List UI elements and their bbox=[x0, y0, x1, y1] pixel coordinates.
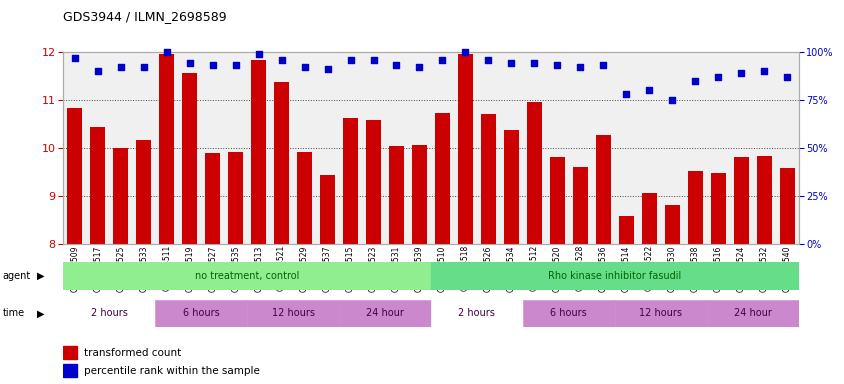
Bar bbox=[430, 262, 798, 290]
Text: 6 hours: 6 hours bbox=[549, 308, 587, 318]
Bar bbox=[68, 109, 82, 244]
Point bbox=[641, 87, 655, 93]
Point bbox=[527, 60, 540, 66]
Point bbox=[596, 62, 609, 68]
Bar bbox=[457, 54, 473, 244]
Point bbox=[91, 68, 105, 74]
Point bbox=[573, 64, 587, 70]
Bar bbox=[779, 168, 793, 244]
Point bbox=[664, 97, 678, 103]
Text: no treatment, control: no treatment, control bbox=[195, 271, 299, 281]
Text: Rho kinase inhibitor fasudil: Rho kinase inhibitor fasudil bbox=[548, 271, 680, 281]
Point bbox=[252, 51, 265, 57]
Text: ▶: ▶ bbox=[37, 271, 45, 281]
Bar bbox=[63, 300, 155, 327]
Text: time: time bbox=[3, 308, 24, 318]
Point bbox=[137, 64, 150, 70]
Point bbox=[458, 49, 472, 55]
Bar bbox=[273, 82, 289, 244]
Point bbox=[756, 68, 770, 74]
Bar bbox=[522, 300, 614, 327]
Point bbox=[436, 56, 449, 63]
Text: 12 hours: 12 hours bbox=[271, 308, 314, 318]
Point bbox=[619, 91, 632, 97]
Point bbox=[297, 64, 311, 70]
Bar bbox=[755, 157, 771, 244]
Point bbox=[688, 78, 701, 84]
Text: 24 hour: 24 hour bbox=[733, 308, 771, 318]
Bar bbox=[687, 171, 701, 244]
Point bbox=[504, 60, 517, 66]
Bar bbox=[365, 120, 381, 244]
Bar bbox=[412, 145, 426, 244]
Point bbox=[389, 62, 403, 68]
Bar bbox=[595, 136, 610, 244]
Bar bbox=[641, 193, 656, 244]
Bar bbox=[733, 157, 748, 244]
Point bbox=[412, 64, 425, 70]
Text: 2 hours: 2 hours bbox=[91, 308, 127, 318]
Bar bbox=[343, 118, 358, 244]
Text: 6 hours: 6 hours bbox=[182, 308, 219, 318]
Bar bbox=[205, 152, 220, 244]
Text: 12 hours: 12 hours bbox=[638, 308, 681, 318]
Bar bbox=[338, 300, 430, 327]
Point bbox=[206, 62, 219, 68]
Bar bbox=[63, 346, 77, 359]
Point bbox=[733, 70, 747, 76]
Point bbox=[779, 74, 793, 80]
Bar bbox=[388, 146, 403, 244]
Bar bbox=[228, 152, 243, 244]
Bar bbox=[614, 300, 706, 327]
Bar bbox=[549, 157, 564, 244]
Text: 2 hours: 2 hours bbox=[458, 308, 495, 318]
Bar bbox=[90, 127, 106, 244]
Point bbox=[711, 74, 724, 80]
Point bbox=[114, 64, 127, 70]
Bar bbox=[155, 300, 246, 327]
Bar bbox=[435, 113, 449, 244]
Bar bbox=[63, 364, 77, 377]
Bar bbox=[480, 114, 495, 244]
Bar bbox=[618, 216, 633, 244]
Bar bbox=[297, 152, 311, 244]
Bar bbox=[251, 60, 266, 244]
Text: transformed count: transformed count bbox=[84, 348, 181, 358]
Point bbox=[68, 55, 82, 61]
Point bbox=[229, 62, 242, 68]
Text: 24 hour: 24 hour bbox=[365, 308, 403, 318]
Bar bbox=[63, 262, 430, 290]
Point bbox=[321, 66, 334, 72]
Bar bbox=[430, 300, 522, 327]
Bar bbox=[527, 102, 541, 244]
Point bbox=[344, 56, 357, 63]
Bar bbox=[706, 300, 798, 327]
Point bbox=[481, 56, 495, 63]
Bar bbox=[572, 167, 587, 244]
Bar bbox=[182, 73, 197, 244]
Point bbox=[160, 49, 173, 55]
Text: GDS3944 / ILMN_2698589: GDS3944 / ILMN_2698589 bbox=[63, 10, 227, 23]
Point bbox=[274, 56, 288, 63]
Bar bbox=[503, 129, 518, 244]
Point bbox=[183, 60, 197, 66]
Point bbox=[366, 56, 380, 63]
Point bbox=[550, 62, 564, 68]
Bar bbox=[160, 54, 174, 244]
Bar bbox=[320, 175, 334, 244]
Bar bbox=[710, 173, 725, 244]
Bar bbox=[247, 300, 338, 327]
Text: ▶: ▶ bbox=[37, 308, 45, 318]
Bar bbox=[113, 148, 128, 244]
Text: percentile rank within the sample: percentile rank within the sample bbox=[84, 366, 259, 376]
Text: agent: agent bbox=[3, 271, 30, 281]
Bar bbox=[136, 140, 151, 244]
Bar bbox=[664, 205, 679, 244]
